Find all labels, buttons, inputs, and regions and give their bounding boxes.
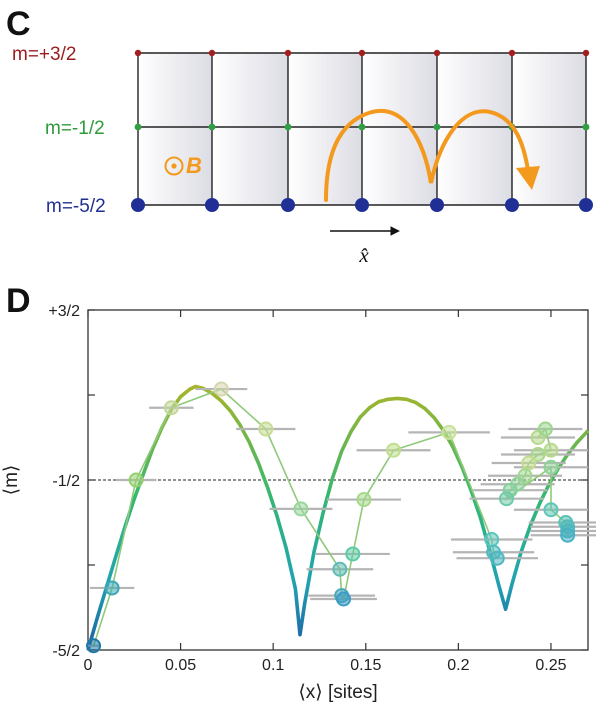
panel-c: C m=+3/2 m=-1/2 [6,5,593,267]
site-dot [284,49,292,57]
site-dot [134,49,142,57]
data-point [336,591,352,607]
data-series-layer [86,381,596,654]
data-point [543,442,559,458]
data-point [441,424,457,440]
cyclotron-arrow [324,108,540,202]
data-point [128,472,144,488]
data-point [543,459,559,475]
site-dot [433,123,441,131]
data-point [543,502,559,518]
site-dot [358,49,366,57]
site-dot [284,123,292,131]
site-dot [208,49,216,57]
data-point [537,421,553,437]
site-dot [208,123,216,131]
direction-label: x̂ [358,243,369,267]
site-dots-bottom [131,198,593,212]
data-point [356,492,372,508]
y-tick-label: -5/2 [52,643,80,660]
site-dot [205,198,219,212]
lattice-cell [212,127,288,205]
x-tick-label: 0.1 [262,657,284,674]
lattice-cell [512,53,586,127]
lattice-cell [212,53,288,127]
panel-c-letter: C [6,5,31,43]
data-series [469,421,596,543]
direction-indicator: x̂ [330,226,400,267]
x-tick-label: 0.15 [350,657,381,674]
data-series [86,381,538,654]
data-point [499,491,515,507]
data-point [213,381,229,397]
level-label-top: m=+3/2 [12,44,76,65]
site-dot [430,198,444,212]
data-point [521,455,537,471]
site-dots-top [134,49,590,57]
y-tick-label: -1/2 [52,473,80,490]
lattice-cell [288,53,362,127]
data-point [560,527,576,543]
trajectory-arrowhead-icon [516,166,540,190]
data-point [258,421,274,437]
site-dot [579,198,593,212]
level-label-bottom: m=-5/2 [46,196,106,217]
data-point [386,442,402,458]
data-point [489,550,505,566]
data-point [332,561,348,577]
lattice-cell [512,127,586,205]
y-axis: +3/2 -1/2 -5/2 [48,303,588,660]
x-tick-label: 0.2 [447,657,469,674]
y-tick-label: +3/2 [48,303,80,320]
x-tick-label: 0.05 [165,657,196,674]
field-dot-icon [171,163,177,169]
data-point [104,580,120,596]
y-axis-title: ⟨m⟩ [1,465,22,496]
magnetic-field-symbol: B [164,153,202,178]
data-point [345,546,361,562]
lattice-cell [362,127,437,205]
site-dot [433,49,441,57]
x-tick-label: 0 [84,657,93,674]
data-point [163,400,179,416]
site-dot [134,123,142,131]
x-axis-title: ⟨x⟩ [sites] [298,682,377,703]
data-point [530,447,546,462]
data-point [293,501,309,517]
site-dot [281,198,295,212]
data-point [484,532,500,547]
site-dot [358,123,366,131]
level-label-mid: m=-1/2 [45,118,105,139]
site-dots-mid [134,123,590,131]
field-label: B [186,153,202,178]
trajectory-path [324,108,530,202]
panel-d-letter: D [6,282,31,320]
site-dot [355,198,369,212]
field-out-of-page-icon [164,156,184,176]
site-dot [582,49,590,57]
x-axis: 0 0.05 0.1 0.15 0.2 0.25 [84,310,567,674]
site-dot [582,123,590,131]
data-point [86,638,102,654]
panel-d: D +3/2 -1/2 -5/2 0 0.05 0.1 0.15 0.2 0.25 ⟨x⟩ [… [1,282,596,703]
site-dot [508,49,516,57]
lattice-cell [138,53,212,127]
site-dot [131,198,145,212]
lattice-cell [437,127,512,205]
site-dot [505,198,519,212]
x-tick-label: 0.25 [535,657,566,674]
